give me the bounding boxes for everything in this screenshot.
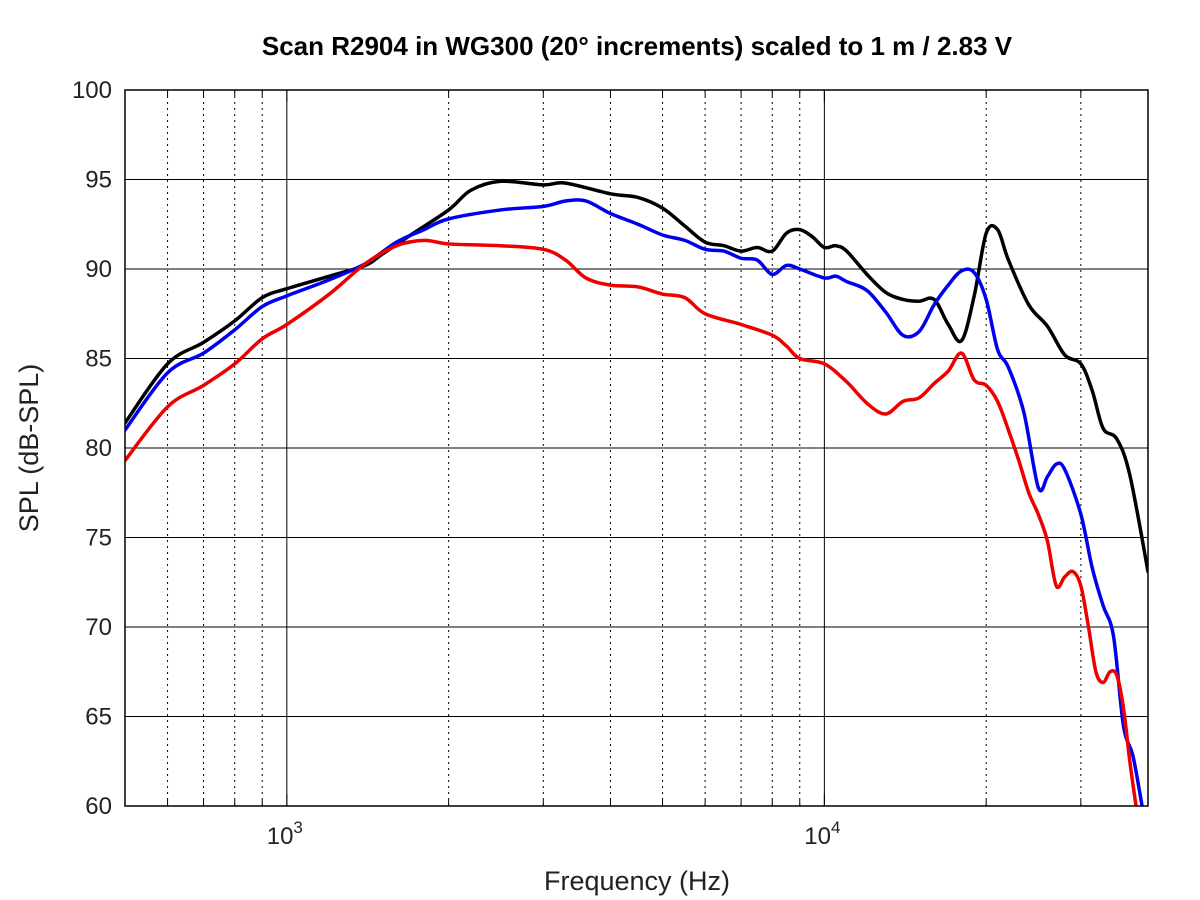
x-tick-label: 103	[267, 818, 303, 850]
grid	[125, 90, 1148, 806]
y-tick-label: 60	[85, 793, 112, 820]
plot-frame	[124, 89, 1149, 807]
y-tick-label: 75	[85, 525, 112, 552]
tick-labels: 60 65 70 75 80 85 90 95 100 103 104	[72, 77, 840, 850]
y-tick-label: 70	[85, 614, 112, 641]
x-axis-label: Frequency (Hz)	[544, 866, 730, 896]
x-tick-label: 104	[804, 818, 840, 850]
chart-title: Scan R2904 in WG300 (20° increments) sca…	[262, 31, 1013, 61]
y-tick-label: 100	[72, 77, 112, 104]
series-line-red	[125, 238, 1138, 806]
y-tick-label: 85	[85, 346, 112, 373]
series-line-blue	[125, 198, 1144, 806]
y-tick-label: 65	[85, 704, 112, 731]
y-tick-label: 80	[85, 435, 112, 462]
series-group	[125, 179, 1148, 806]
y-tick-label: 90	[85, 256, 112, 283]
y-axis-label: SPL (dB-SPL)	[14, 364, 44, 533]
y-tick-label: 95	[85, 167, 112, 194]
